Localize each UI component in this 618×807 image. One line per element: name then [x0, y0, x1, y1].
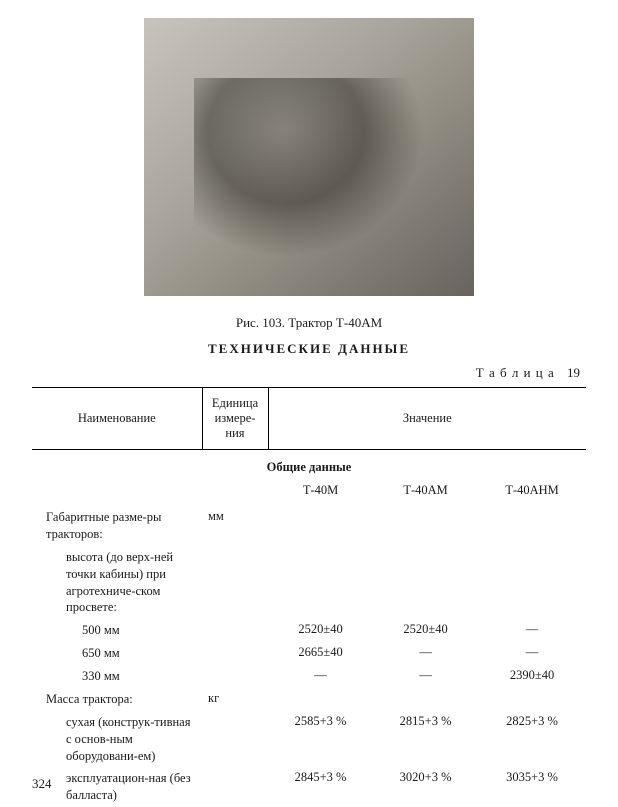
technical-heading: ТЕХНИЧЕСКИЕ ДАННЫЕ: [32, 341, 586, 357]
row-value: [268, 688, 373, 711]
row-value: —: [373, 642, 478, 665]
row-unit: [202, 642, 268, 665]
table-number: 19: [567, 365, 580, 380]
section-row: Общие данные: [32, 450, 586, 482]
row-unit: мм: [202, 506, 268, 546]
table-label-word: Т а б л и ц а: [476, 365, 555, 380]
row-value: 2665±40: [268, 642, 373, 665]
spec-table: Наименование Единица измере-ния Значение…: [32, 387, 586, 807]
row-unit: [202, 619, 268, 642]
row-label: эксплуатацион-ная (без балласта): [32, 767, 202, 807]
row-value: [268, 506, 373, 546]
th-name: Наименование: [32, 388, 202, 450]
row-label: высота (до верх-ней точки кабины) при аг…: [32, 546, 202, 620]
th-unit: Единица измере-ния: [202, 388, 268, 450]
row-label: 650 мм: [32, 642, 202, 665]
table-row: Габаритные разме-ры тракторов:мм: [32, 506, 586, 546]
table-body: Общие данные Т-40М Т-40АМ Т-40АНМ Габари…: [32, 450, 586, 807]
row-unit: [202, 767, 268, 807]
row-value: 3020+3 %: [373, 767, 478, 807]
row-label: 500 мм: [32, 619, 202, 642]
row-unit: [202, 711, 268, 768]
section-title: Общие данные: [32, 450, 586, 482]
row-value: 2845+3 %: [268, 767, 373, 807]
row-label: 330 мм: [32, 665, 202, 688]
table-row: 650 мм2665±40——: [32, 642, 586, 665]
row-value: —: [478, 642, 586, 665]
row-value: [478, 688, 586, 711]
model-1: Т-40М: [268, 481, 373, 506]
row-value: 2825+3 %: [478, 711, 586, 768]
row-value: —: [373, 665, 478, 688]
row-value: 3035+3 %: [478, 767, 586, 807]
model-2: Т-40АМ: [373, 481, 478, 506]
table-label: Т а б л и ц а 19: [32, 365, 586, 381]
row-unit: кг: [202, 688, 268, 711]
table-head: Наименование Единица измере-ния Значение: [32, 388, 586, 450]
table-row: Масса трактора:кг: [32, 688, 586, 711]
row-value: [268, 546, 373, 620]
model-3: Т-40АНМ: [478, 481, 586, 506]
row-value: 2520±40: [373, 619, 478, 642]
row-value: [373, 546, 478, 620]
row-value: [373, 688, 478, 711]
table-row: сухая (конструк-тивная с основ-ным обору…: [32, 711, 586, 768]
row-unit: [202, 546, 268, 620]
row-value: 2585+3 %: [268, 711, 373, 768]
tractor-image-placeholder: [144, 18, 474, 296]
model-row: Т-40М Т-40АМ Т-40АНМ: [32, 481, 586, 506]
row-label: сухая (конструк-тивная с основ-ным обору…: [32, 711, 202, 768]
row-value: 2520±40: [268, 619, 373, 642]
table-row: эксплуатацион-ная (без балласта) 2845+3 %…: [32, 767, 586, 807]
table-row: 330 мм——2390±40: [32, 665, 586, 688]
row-label: Масса трактора:: [32, 688, 202, 711]
th-value: Значение: [268, 388, 586, 450]
row-value: —: [478, 619, 586, 642]
page-number: 324: [32, 776, 52, 792]
figure: [32, 18, 586, 301]
row-unit: [202, 665, 268, 688]
row-value: —: [268, 665, 373, 688]
table-row: 500 мм2520±402520±40—: [32, 619, 586, 642]
row-value: 2390±40: [478, 665, 586, 688]
row-value: [373, 506, 478, 546]
row-value: [478, 506, 586, 546]
row-label: Габаритные разме-ры тракторов:: [32, 506, 202, 546]
row-value: 2815+3 %: [373, 711, 478, 768]
table-row: высота (до верх-ней точки кабины) при аг…: [32, 546, 586, 620]
figure-caption: Рис. 103. Трактор Т-40АМ: [32, 315, 586, 331]
row-value: [478, 546, 586, 620]
